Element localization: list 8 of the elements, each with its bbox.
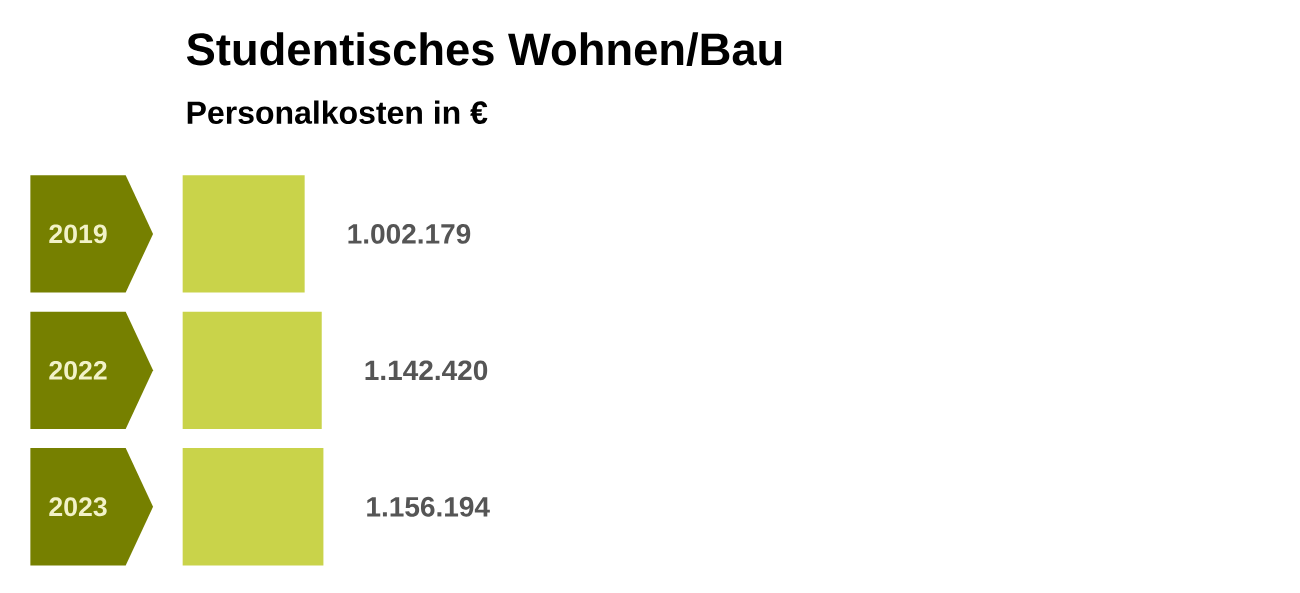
chart-subtitle: Personalkosten in € (187, 100, 488, 124)
y-tick-label: 2019 (49, 224, 107, 244)
y-tick-label: 2023 (49, 497, 107, 517)
text: Studentisches Wohnen/Bau (186, 32, 782, 66)
data-label: 1.156.194 (367, 496, 490, 517)
data-label: 1.142.420 (365, 360, 488, 381)
y-tick-label: 2022 (49, 360, 107, 380)
data-label: 1.002.179 (348, 223, 471, 244)
